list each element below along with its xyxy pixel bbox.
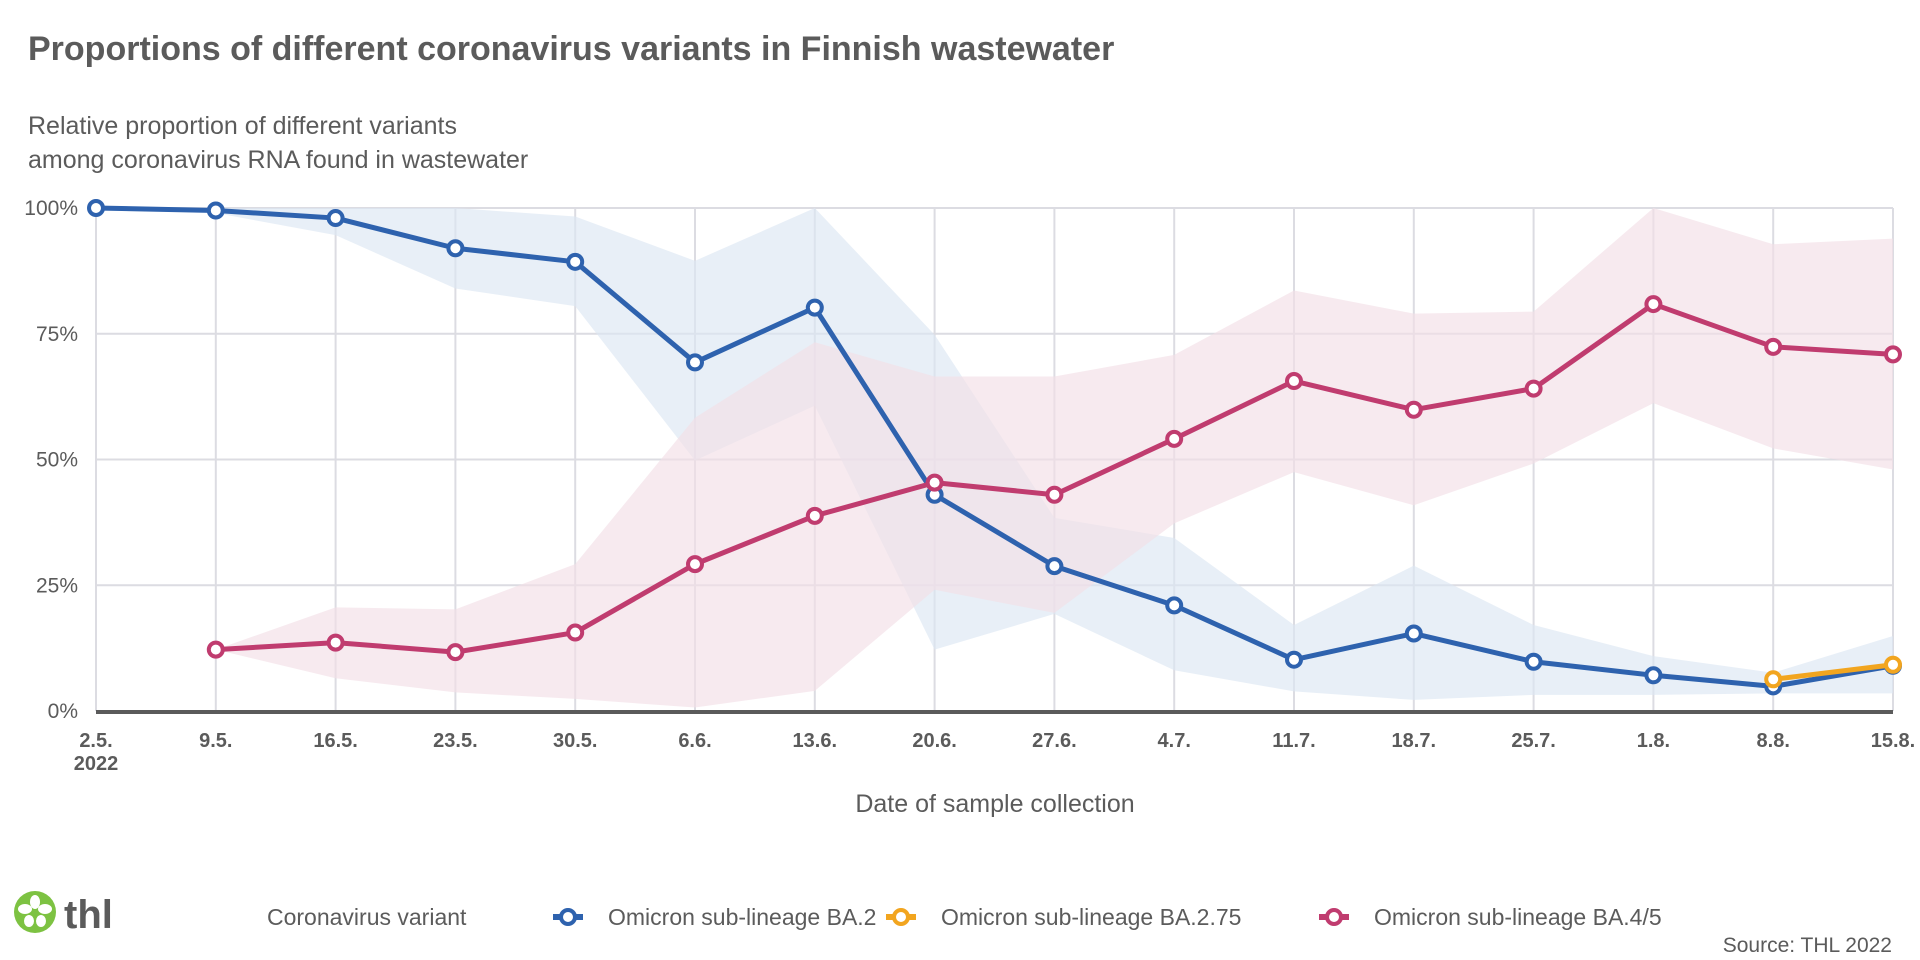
legend-marker-icon — [559, 908, 577, 926]
logo-text: thl — [64, 893, 113, 937]
chart-subtitle-line-1: Relative proportion of different variant… — [28, 112, 457, 140]
data-point — [1404, 624, 1423, 643]
y-axis-ticks: 0% 25% 50% 75% 100% — [24, 197, 78, 723]
legend-item: Omicron sub-lineage BA.2.75 — [886, 904, 1241, 930]
data-point — [1285, 650, 1303, 669]
x-tick-label: 18.7. — [1392, 730, 1436, 752]
x-tick-label: 13.6. — [793, 730, 837, 752]
data-point — [206, 201, 225, 220]
data-point — [206, 640, 225, 659]
x-tick-label: 30.5. — [553, 730, 597, 752]
legend: Coronavirus variant Omicron sub-lineage … — [267, 904, 1662, 930]
x-tick-label: 1.8. — [1637, 730, 1670, 752]
data-point — [446, 239, 465, 258]
x-tick-label: 11.7. — [1272, 730, 1315, 752]
x-tick-label: 27.6. — [1032, 730, 1076, 752]
y-tick-label: 25% — [36, 574, 78, 597]
x-tick-label: 6.6. — [678, 730, 711, 752]
x-tick-label: 23.5. — [433, 730, 477, 752]
thl-logo: thl — [14, 891, 113, 937]
x-tick-label: 16.5. — [313, 730, 357, 752]
y-tick-label: 50% — [36, 449, 78, 472]
data-point — [446, 643, 465, 662]
legend-item: Omicron sub-lineage BA.4/5 — [1319, 904, 1662, 930]
x-tick-label: 15.8. — [1871, 730, 1915, 752]
data-point — [1165, 596, 1184, 615]
source-note: Source: THL 2022 — [1723, 934, 1892, 957]
series-lines — [87, 199, 1902, 696]
series-line — [1772, 662, 1894, 682]
data-point — [1045, 557, 1064, 576]
data-point — [1764, 670, 1783, 689]
legend-label: Omicron sub-lineage BA.2.75 — [941, 904, 1241, 930]
legend-item: Omicron sub-lineage BA.2 — [553, 904, 876, 930]
data-point — [805, 298, 824, 317]
series-line — [95, 205, 1894, 689]
legend-label: Omicron sub-lineage BA.4/5 — [1374, 904, 1662, 930]
legend-label: Omicron sub-lineage BA.2 — [608, 904, 876, 930]
data-point — [87, 199, 105, 217]
chart-title: Proportions of different coronavirus var… — [28, 30, 1114, 68]
data-point — [566, 623, 585, 642]
x-tick-label: 2.5. — [79, 730, 112, 752]
data-point — [686, 353, 704, 372]
data-point — [1285, 372, 1303, 391]
y-tick-label: 100% — [24, 197, 78, 220]
data-point — [1524, 379, 1543, 398]
y-tick-label: 0% — [48, 700, 78, 723]
data-point — [326, 633, 345, 652]
x-tick-label: 25.7. — [1511, 730, 1555, 752]
data-point — [1045, 485, 1064, 504]
x-axis-title: Date of sample collection — [855, 790, 1134, 818]
data-point — [1884, 345, 1902, 364]
data-point — [1884, 655, 1902, 674]
x-tick-label: 8.8. — [1757, 730, 1790, 752]
data-point — [805, 506, 824, 525]
data-point — [686, 555, 704, 574]
legend-marker-icon — [892, 908, 910, 926]
y-tick-label: 75% — [36, 323, 78, 346]
data-point — [1404, 400, 1423, 419]
data-point — [326, 209, 345, 228]
confidence-bands — [96, 208, 1893, 708]
data-point — [1764, 337, 1783, 356]
data-point — [1644, 295, 1663, 314]
x-tick-label: 4.7. — [1158, 730, 1191, 752]
x-axis-ticks: 2.5. 9.5. 16.5. 23.5. 30.5. 6.6. 13.6. 20.6. 27.… — [79, 730, 1915, 752]
legend-title: Coronavirus variant — [267, 904, 467, 930]
data-point — [1165, 429, 1184, 448]
data-point — [925, 473, 944, 492]
data-point — [1644, 666, 1663, 685]
data-point — [566, 252, 585, 271]
legend-marker-icon — [1325, 908, 1343, 926]
x-tick-label: 20.6. — [912, 730, 956, 752]
x-tick-label: 9.5. — [199, 730, 232, 752]
chart-subtitle-line-2: among coronavirus RNA found in wastewate… — [28, 146, 528, 174]
data-point — [1524, 652, 1543, 671]
confidence-band — [215, 208, 1893, 708]
x-year-label: 2022 — [74, 753, 119, 775]
